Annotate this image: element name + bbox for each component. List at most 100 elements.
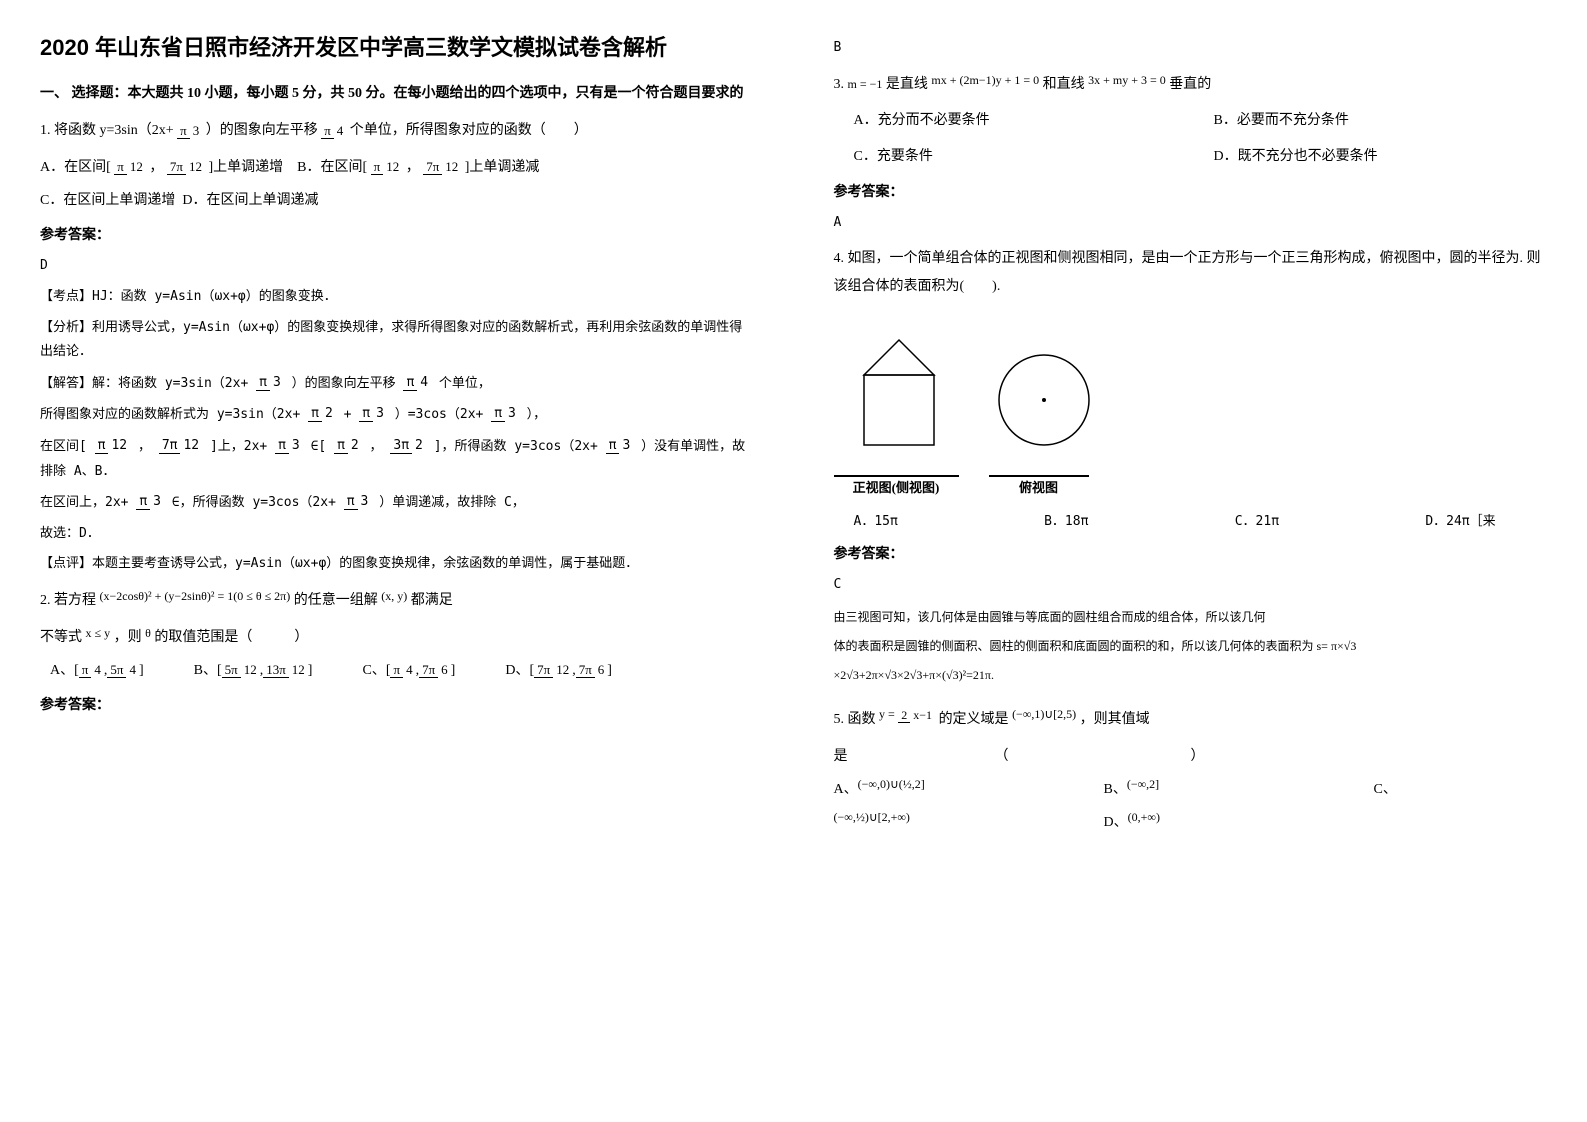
l: B、 [1104, 782, 1127, 797]
answer-heading: 参考答案： [40, 694, 754, 714]
d: 3 [270, 375, 284, 390]
pi: π [359, 406, 373, 422]
n: π [79, 662, 92, 678]
pi: π [491, 406, 505, 422]
q1-options-cd: C．在区间上单调递增 D．在区间上单调递减 [40, 188, 754, 215]
q5-optC: (−∞,½)∪[2,+∞) [834, 810, 910, 824]
denom: 3 [190, 123, 203, 138]
d: 2 [412, 438, 426, 453]
d: 3 [289, 438, 303, 453]
q1-optB-post: ]上单调递减 [465, 160, 540, 175]
t: ， [138, 439, 151, 454]
n: 5π [222, 662, 241, 678]
l: A、 [50, 663, 74, 678]
n: 2 [898, 708, 910, 723]
q4-optC: C．21π [1235, 510, 1279, 529]
q2-ineq: x ≤ y [86, 626, 111, 640]
d: 3 [505, 406, 519, 421]
q3-l2: 3x + my + 3 = 0 [1088, 73, 1166, 87]
answer-heading: 参考答案： [834, 543, 1548, 563]
q4-exp3: ×2√3+2π×√3×2√3+π×(√3)²=21π. [834, 664, 1548, 687]
sep: ， [406, 160, 420, 175]
pi: π [136, 494, 150, 510]
t: ∈[ [311, 439, 327, 454]
t: 个单位， [439, 376, 491, 391]
q1-dianping: 【点评】本题主要考查诱导公式，y=Asin（ωx+φ）的图象变换规律，余弦函数的… [40, 552, 754, 577]
t: 2. 若方程 [40, 593, 96, 608]
t: ∈，所得函数 y=3cos（2x+ [172, 495, 336, 510]
n: 7π [423, 159, 442, 175]
n: 7π [159, 438, 181, 454]
q2-options: A、[π4,5π4] B、[5π12,13π12] C、[π4,7π6] D、[… [50, 658, 754, 685]
pi: π [606, 438, 620, 454]
q1-fenxi: 【分析】利用诱导公式，y=Asin（ωx+φ）的图象变换规律，求得所得图象对应的… [40, 316, 754, 365]
q3-optC: C．充要条件 [854, 145, 1154, 165]
t: + [344, 407, 352, 422]
q1-answer: D [40, 254, 754, 279]
q1-jieda-4: 在区间上，2x+ π3 ∈，所得函数 y=3cos（2x+ π3 ）单调递减，故… [40, 490, 754, 516]
d: 4 [126, 662, 139, 677]
pi: π [256, 375, 270, 391]
t: 所得图象对应的函数解析式为 y=3sin（2x+ [40, 407, 300, 422]
d: 12 [383, 159, 402, 174]
q5-dom: (−∞,1)∪[2,5) [1012, 707, 1076, 721]
t: 在区间上，2x+ [40, 495, 128, 510]
n: 7π [576, 662, 595, 678]
q1-jieda-3: 在区间[ π12 ， 7π12 ]上，2x+ π3 ∈[ π2 ， 3π2 ]，… [40, 434, 754, 484]
question-2: 2. 若方程 (x−2cosθ)² + (y−2sinθ)² = 1(0 ≤ θ… [40, 587, 754, 615]
question-1: 1. 将函数 y=3sin（2x+ π3 ）的图象向左平移 π4 个单位，所得图… [40, 117, 754, 145]
pi: π [275, 438, 289, 454]
q3-optA: A．充分而不必要条件 [854, 109, 1154, 129]
d: 12 [442, 159, 461, 174]
d: 12 [553, 662, 572, 677]
q5-optD: (0,+∞) [1128, 810, 1160, 824]
t: 不等式 [40, 630, 82, 645]
t: ]上，2x+ [210, 439, 267, 454]
d: 12 [180, 438, 202, 453]
q4-answer: C [834, 573, 1548, 598]
t: 在区间[ [40, 439, 87, 454]
pi: π [114, 159, 127, 175]
d: 12 [241, 662, 260, 677]
q1-optC: C．在区间上单调递增 [40, 193, 175, 208]
q4-exp2: 体的表面积是圆锥的侧面积、圆柱的侧面积和底面圆的面积的和，所以该几何体的表面积为… [834, 635, 1548, 658]
d: 3 [373, 406, 387, 421]
l: D、 [505, 663, 529, 678]
q2-theta: θ [145, 626, 151, 640]
n: 7π [167, 159, 186, 175]
q4-views: 正视图(侧视图) 俯视图 [834, 315, 1548, 496]
q1-kaodian: 【考点】HJ：函数 y=Asin（ωx+φ）的图象变换． [40, 285, 754, 310]
l: B、 [194, 663, 217, 678]
q1-optA-post: ]上单调递增 [208, 160, 283, 175]
q2-xy: (x, y) [381, 589, 407, 603]
t: ）， [527, 407, 547, 422]
answer-heading: 参考答案： [40, 224, 754, 244]
q3-options-row2: C．充要条件 D．既不充分也不必要条件 [854, 145, 1548, 171]
d: 12 [186, 159, 205, 174]
q3-optD: D．既不充分也不必要条件 [1214, 145, 1378, 165]
q1-stem-mid: ）的图象向左平移 [206, 123, 318, 138]
t: ]，所得函数 y=3cos（2x+ [434, 439, 598, 454]
t: ）单调递减，故排除 C， [379, 495, 525, 510]
pi: π [403, 375, 417, 391]
t: ， [370, 439, 383, 454]
d: 3 [358, 494, 372, 509]
answer-heading: 参考答案： [834, 181, 1548, 201]
q5-optA: (−∞,0)∪(½,2] [858, 777, 925, 791]
pi: π [308, 406, 322, 422]
q4-exp1: 由三视图可知，该几何体是由圆锥与等底面的圆柱组合而成的组合体，所以该几何 [834, 606, 1548, 629]
l: A、 [834, 782, 858, 797]
q4-optB: B．18π [1044, 510, 1088, 529]
l: C、 [362, 663, 385, 678]
q1-options-ab: A．在区间[ π12 ， 7π12 ]上单调递增 B．在区间[ π12 ， 7π… [40, 155, 754, 182]
question-4: 4. 如图，一个简单组合体的正视图和侧视图相同，是由一个正方形与一个正三角形构成… [834, 245, 1548, 301]
q1-jieda-2: 所得图象对应的函数解析式为 y=3sin（2x+ π2 + π3 ）=3cos（… [40, 402, 754, 428]
d: 3 [150, 494, 164, 509]
q2-line2: 不等式 x ≤ y ，则 θ 的取值范围是（ ） [40, 625, 754, 652]
q4-label-top: 俯视图 [989, 475, 1089, 496]
pi: π [177, 123, 190, 139]
d: 12 [108, 438, 130, 453]
d: 12 [289, 662, 308, 677]
q4-optA: A．15π [854, 510, 898, 529]
q1-jieda-1: 【解答】解：将函数 y=3sin（2x+ π3 ）的图象向左平移 π4 个单位， [40, 371, 754, 397]
